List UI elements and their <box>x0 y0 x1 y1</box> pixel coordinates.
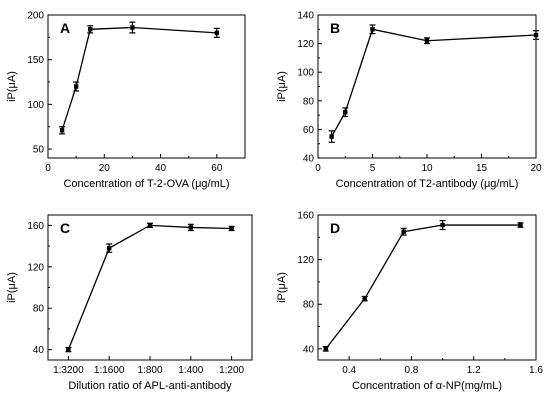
y-tick-label: 160 <box>297 211 314 222</box>
series-line <box>67 224 232 350</box>
y-tick-label: 80 <box>33 304 45 315</box>
series-line <box>325 224 521 350</box>
x-tick-label: 1:400 <box>178 365 203 376</box>
x-axis-title: Concentration of T2-antibody (μg/mL) <box>336 178 519 190</box>
y-tick-label: 80 <box>303 96 315 107</box>
y-axis-title: iP(μA) <box>6 71 18 102</box>
data-point <box>88 27 93 32</box>
x-tick-label: 1:800 <box>137 365 162 376</box>
x-tick-label: 0 <box>45 163 51 174</box>
data-point <box>107 245 112 251</box>
data-point <box>73 84 79 89</box>
x-axis-title: Dilution ratio of APL-anti-antibody <box>68 380 232 392</box>
x-tick-label: 5 <box>370 163 376 174</box>
y-tick-label: 40 <box>303 154 315 165</box>
x-tick-label: 20 <box>99 163 111 174</box>
plot-frame <box>47 214 253 361</box>
series-line <box>61 26 217 131</box>
data-point <box>440 222 445 228</box>
y-tick-label: 120 <box>297 255 314 266</box>
y-axis-title: iP(μA) <box>276 71 288 102</box>
chart-panel-b: 0 5 10 15 20 40 60 80 100 120 140 Concentration of … <box>276 11 542 191</box>
panel-letter: B <box>330 20 340 36</box>
data-point <box>323 346 328 352</box>
x-tick-label: 1.2 <box>467 365 481 376</box>
y-tick-label: 140 <box>297 11 314 22</box>
data-point <box>518 222 523 228</box>
y-tick-label: 150 <box>27 55 44 66</box>
chart-panel-a: 0 20 40 60 50 100 150 200 Concentration of T-2-O… <box>6 11 246 190</box>
data-point <box>370 27 375 32</box>
data-point <box>147 223 153 228</box>
y-tick-label: 160 <box>27 221 44 232</box>
data-point <box>59 128 65 133</box>
data-point <box>424 38 430 43</box>
x-axis-title: Concentration of T-2-OVA (μg/mL) <box>63 178 229 190</box>
x-tick-label: 0.4 <box>342 365 356 376</box>
y-tick-label: 50 <box>33 145 45 156</box>
y-axis-title: iP(μA) <box>276 272 288 303</box>
x-tick-label: 1:1600 <box>94 365 125 376</box>
y-tick-label: 120 <box>297 39 314 50</box>
x-tick-label: 0.8 <box>404 365 418 376</box>
y-axis-title: iP(μA) <box>6 272 18 303</box>
data-point <box>130 25 135 30</box>
data-point <box>66 347 71 352</box>
chart-panel-d: 0.4 0.8 1.2 1.6 40 80 120 160 Concentration of α… <box>276 211 543 393</box>
x-tick-label: 10 <box>421 163 433 174</box>
x-tick-label: 1.6 <box>529 365 543 376</box>
data-point <box>229 226 234 231</box>
y-tick-label: 60 <box>303 125 315 136</box>
panel-letter: C <box>60 220 70 236</box>
y-tick-label: 80 <box>303 300 315 311</box>
y-tick-label: 100 <box>297 68 314 79</box>
data-point <box>343 110 348 115</box>
x-tick-label: 0 <box>315 163 321 174</box>
y-tick-label: 40 <box>303 344 315 355</box>
data-point <box>214 30 220 36</box>
plot-frame <box>47 14 246 159</box>
x-tick-label: 60 <box>211 163 223 174</box>
x-axis-title: Concentration of α-NP(mg/mL) <box>352 380 502 392</box>
chart-panel-c: 1:3200 1:1600 1:800 1:400 1:200 40 80 120 160 Dil… <box>6 214 253 392</box>
data-point <box>401 229 406 234</box>
panel-letter: D <box>330 220 340 236</box>
panel-letter: A <box>60 20 70 36</box>
y-tick-label: 200 <box>27 11 44 22</box>
y-tick-label: 100 <box>27 100 44 111</box>
data-point <box>362 296 367 301</box>
x-tick-label: 40 <box>155 163 167 174</box>
x-tick-label: 1:200 <box>219 365 244 376</box>
plot-frame <box>317 214 537 361</box>
y-tick-label: 120 <box>27 262 44 273</box>
x-tick-label: 20 <box>530 163 542 174</box>
x-tick-label: 1:3200 <box>53 365 84 376</box>
y-tick-label: 40 <box>33 345 45 356</box>
data-point <box>188 225 193 230</box>
series-line <box>331 28 537 137</box>
data-point <box>533 32 539 38</box>
data-point <box>329 134 334 139</box>
x-tick-label: 15 <box>476 163 488 174</box>
